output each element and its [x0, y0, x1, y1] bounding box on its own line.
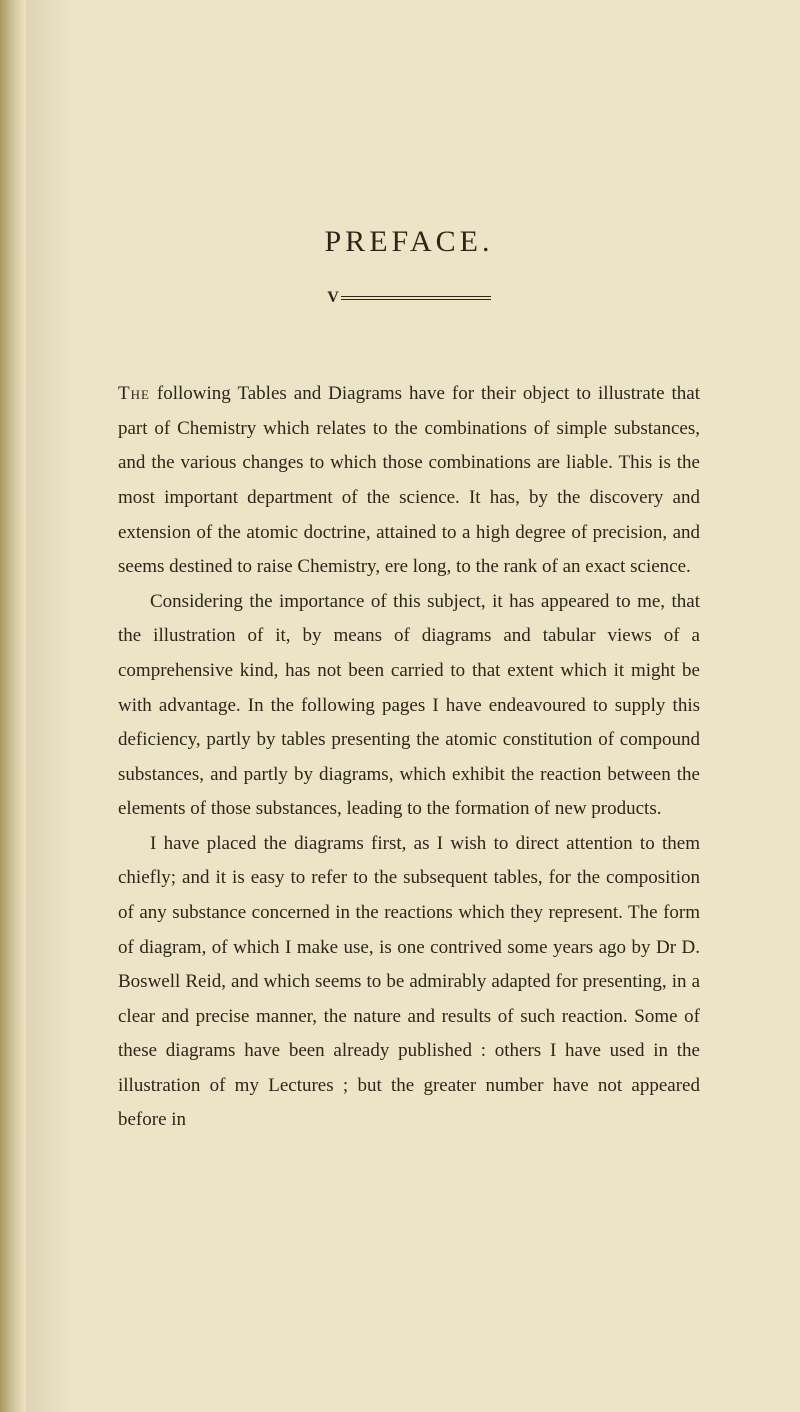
page-title: PREFACE. — [118, 225, 700, 259]
paragraph-2-text: Considering the importance of this subje… — [118, 591, 700, 819]
paragraph-3-text: I have placed the diagrams first, as I w… — [118, 833, 700, 1131]
title-divider: V — [118, 289, 700, 307]
first-word: The — [118, 383, 150, 404]
binding-edge — [0, 0, 26, 1412]
paragraph-2: Considering the importance of this subje… — [118, 585, 700, 827]
divider-glyph: V — [327, 289, 339, 307]
divider-lines — [341, 294, 491, 302]
paragraph-1: The following Tables and Diagrams have f… — [118, 377, 700, 584]
paragraph-1-text: following Tables and Diagrams have for t… — [118, 383, 700, 577]
paragraph-3: I have placed the diagrams first, as I w… — [118, 827, 700, 1138]
binding-shadow — [26, 0, 76, 1412]
